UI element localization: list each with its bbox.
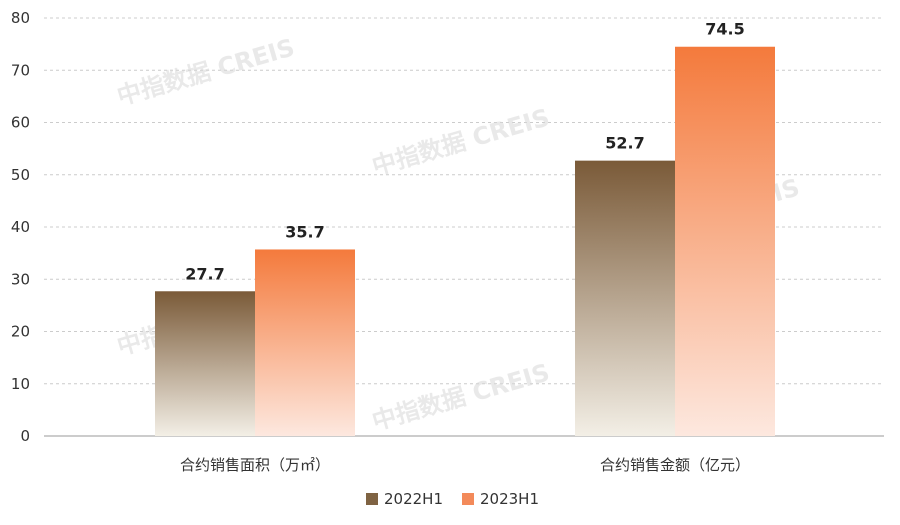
bar-layer — [155, 46, 775, 437]
x-category-label: 合约销售金额（亿元） — [600, 456, 750, 474]
data-label: 35.7 — [285, 222, 324, 241]
bar-2023H1-1 — [675, 46, 775, 437]
watermark-text: 中指数据 CREIS — [369, 103, 553, 180]
watermark-text: 中指数据 CREIS — [114, 33, 298, 110]
legend-swatch — [462, 493, 474, 505]
label-layer: 0 10 20 30 40 50 60 70 80 27.7 52.7 35.7 74.5 合约销售面积（… — [11, 9, 750, 474]
bar-2022H1-0 — [155, 291, 255, 436]
y-tick-label: 80 — [11, 9, 30, 27]
y-tick-label: 30 — [11, 270, 30, 288]
x-category-label: 合约销售面积（万㎡） — [180, 456, 330, 474]
y-tick-label: 70 — [11, 61, 30, 79]
watermark-text: 中指数据 CREIS — [369, 358, 553, 435]
y-tick-label: 50 — [11, 166, 30, 184]
y-tick-label: 10 — [11, 375, 30, 393]
bar-2022H1-1 — [575, 160, 675, 436]
y-tick-label: 20 — [11, 323, 30, 341]
legend-swatch — [366, 493, 378, 505]
legend-label: 2022H1 — [384, 490, 443, 508]
legend: 2022H1 2023H1 — [366, 490, 539, 508]
data-label: 74.5 — [705, 20, 744, 39]
bar-2023H1-0 — [255, 249, 355, 436]
legend-label: 2023H1 — [480, 490, 539, 508]
y-tick-label: 0 — [20, 427, 30, 445]
y-tick-label: 60 — [11, 114, 30, 132]
y-tick-label: 40 — [11, 218, 30, 236]
data-label: 27.7 — [185, 264, 224, 283]
data-label: 52.7 — [605, 134, 644, 153]
